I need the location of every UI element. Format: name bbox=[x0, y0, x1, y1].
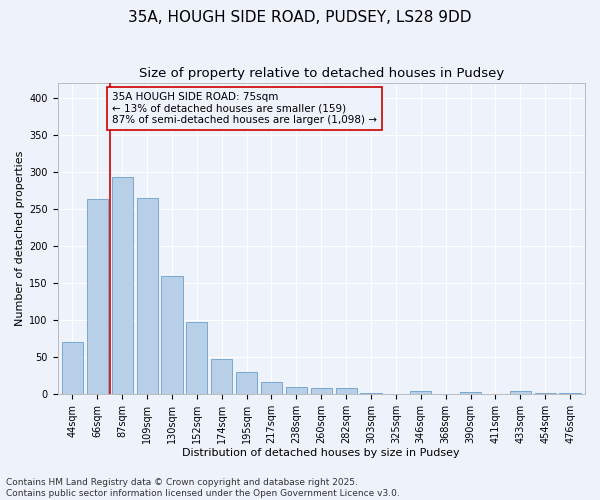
X-axis label: Distribution of detached houses by size in Pudsey: Distribution of detached houses by size … bbox=[182, 448, 460, 458]
Bar bbox=[311, 388, 332, 394]
Bar bbox=[535, 393, 556, 394]
Bar bbox=[410, 390, 431, 394]
Text: Contains HM Land Registry data © Crown copyright and database right 2025.
Contai: Contains HM Land Registry data © Crown c… bbox=[6, 478, 400, 498]
Bar bbox=[62, 342, 83, 394]
Bar bbox=[112, 177, 133, 394]
Bar bbox=[460, 392, 481, 394]
Bar bbox=[236, 372, 257, 394]
Bar bbox=[161, 276, 182, 394]
Bar bbox=[510, 392, 531, 394]
Bar bbox=[211, 360, 232, 394]
Text: 35A, HOUGH SIDE ROAD, PUDSEY, LS28 9DD: 35A, HOUGH SIDE ROAD, PUDSEY, LS28 9DD bbox=[128, 10, 472, 25]
Bar bbox=[261, 382, 282, 394]
Y-axis label: Number of detached properties: Number of detached properties bbox=[15, 151, 25, 326]
Bar bbox=[335, 388, 357, 394]
Bar bbox=[137, 198, 158, 394]
Bar bbox=[87, 200, 108, 394]
Bar bbox=[286, 387, 307, 394]
Title: Size of property relative to detached houses in Pudsey: Size of property relative to detached ho… bbox=[139, 68, 504, 80]
Text: 35A HOUGH SIDE ROAD: 75sqm
← 13% of detached houses are smaller (159)
87% of sem: 35A HOUGH SIDE ROAD: 75sqm ← 13% of deta… bbox=[112, 92, 377, 125]
Bar bbox=[559, 393, 581, 394]
Bar bbox=[186, 322, 208, 394]
